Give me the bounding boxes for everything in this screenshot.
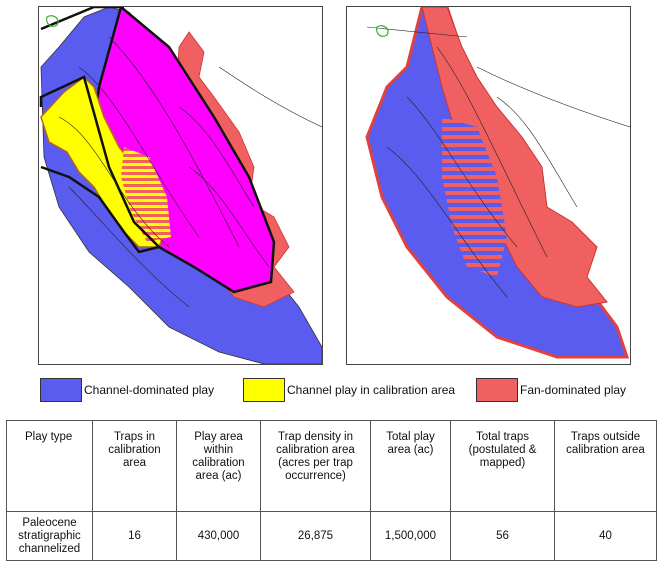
lake-outline xyxy=(46,15,59,27)
header-trap-density: Trap density in calibration area (acres … xyxy=(260,420,371,512)
legend-label-channel: Channel-dominated play xyxy=(84,383,215,397)
header-play-area-calibration: Play area within calibration area (ac) xyxy=(176,420,261,512)
header-total-play-area: Total play area (ac) xyxy=(370,420,451,512)
cell-play-type: Paleocene stratigraphic channelized xyxy=(6,511,93,561)
table-row: Paleocene stratigraphic channelized 16 4… xyxy=(6,511,657,561)
table-header-row: Play type Traps in calibration area Play… xyxy=(6,420,657,512)
calibration-boundary xyxy=(39,75,162,254)
cell-traps-calibration: 16 xyxy=(92,511,177,561)
contour-lines xyxy=(366,26,630,298)
calibration-overlap-hatch xyxy=(121,147,171,242)
play-summary-table: Play type Traps in calibration area Play… xyxy=(6,420,657,561)
legend-item-calibration: Channel play in calibration area xyxy=(243,377,455,403)
cell-trap-density: 26,875 xyxy=(260,511,371,561)
header-total-traps: Total traps (postulated & mapped) xyxy=(450,420,555,512)
map-right-panel xyxy=(346,6,631,365)
legend-swatch-channel xyxy=(40,378,82,402)
legend: Channel-dominated play Channel play in c… xyxy=(40,377,640,403)
cell-traps-outside: 40 xyxy=(554,511,657,561)
map-left-panel xyxy=(38,6,323,365)
overlap-hatch xyxy=(442,117,507,277)
legend-item-channel: Channel-dominated play xyxy=(40,377,214,403)
legend-item-fan: Fan-dominated play xyxy=(476,377,626,403)
map-right-svg xyxy=(365,7,630,359)
contour-lines xyxy=(58,36,322,308)
cell-play-area-calibration: 430,000 xyxy=(176,511,261,561)
legend-label-fan: Fan-dominated play xyxy=(520,383,627,397)
header-play-type: Play type xyxy=(6,420,93,512)
map-left-svg xyxy=(39,7,322,364)
legend-swatch-calibration xyxy=(243,378,285,402)
header-traps-calibration: Traps in calibration area xyxy=(92,420,177,512)
legend-label-calibration: Channel play in calibration area xyxy=(287,383,456,397)
cell-total-traps: 56 xyxy=(450,511,555,561)
cell-total-play-area: 1,500,000 xyxy=(370,511,451,561)
header-traps-outside: Traps outside calibration area xyxy=(554,420,657,512)
lake-outline xyxy=(376,25,389,37)
legend-swatch-fan xyxy=(476,378,518,402)
